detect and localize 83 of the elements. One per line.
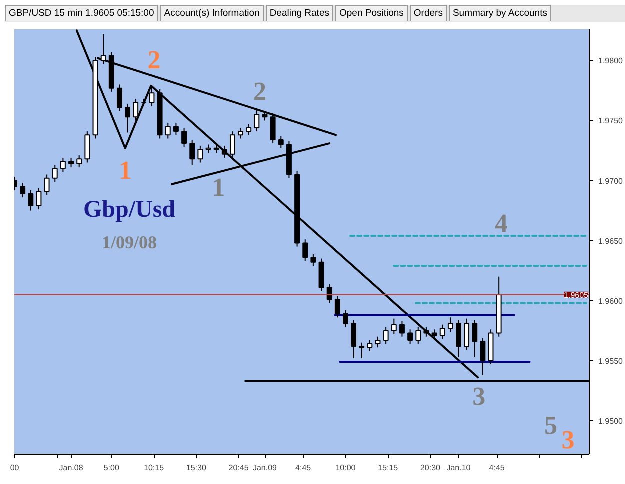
candlestick: [424, 326, 430, 338]
y-tick-label: 1.9600: [598, 296, 624, 306]
candlestick: [133, 98, 139, 122]
candlestick: [400, 320, 405, 338]
annotation: 1: [118, 156, 132, 185]
annotation: 3: [472, 382, 486, 411]
candlestick: [44, 174, 50, 196]
y-tick-label: 1.9800: [598, 56, 624, 66]
annotation: 2: [148, 45, 161, 74]
annotation: 2: [254, 77, 267, 106]
x-tick-label: 15:30: [186, 464, 207, 472]
annotation: 3: [562, 426, 575, 455]
candlestick: [60, 157, 66, 173]
text: Open Positions: [335, 5, 408, 21]
candlestick: [246, 124, 252, 136]
candlestick: [254, 108, 260, 132]
candlestick: [343, 310, 348, 328]
x-tick-label: Jan.10: [446, 464, 472, 472]
candlestick: [464, 318, 470, 351]
text: Dealing Rates: [266, 5, 334, 21]
annotation: 1: [212, 172, 226, 202]
candlestick: [149, 85, 155, 107]
x-tick-label: 10:00: [336, 464, 356, 472]
candlestick: [440, 324, 446, 340]
text: GBP/USD 15 min 1.9605 05:15:00: [5, 5, 158, 21]
candlestick: [165, 122, 171, 140]
candlestick: [383, 326, 389, 345]
text: 1/09/08: [102, 232, 158, 253]
candlestick: [456, 320, 462, 358]
candlestick: [198, 145, 204, 164]
candlestick: [182, 127, 187, 148]
candlestick: [28, 190, 34, 212]
candlestick: [116, 84, 122, 112]
x-tick-label: 5:00: [104, 464, 120, 472]
text: Gbp/Usd: [83, 196, 176, 223]
x-tick-label: 4:45: [296, 464, 312, 472]
candlestick: [302, 239, 308, 262]
candlestick: [36, 187, 42, 210]
candlestick: [416, 326, 422, 345]
candlestick: [326, 284, 332, 304]
y-tick-label: 1.9500: [598, 416, 624, 426]
candlestick: [238, 127, 244, 140]
x-tick-label: 00: [10, 464, 20, 472]
candlestick: [310, 254, 316, 267]
candlestick: [448, 317, 454, 333]
candlestick: [375, 336, 381, 348]
candlestick: [125, 103, 130, 134]
candlestick: [278, 136, 284, 149]
candlestick: [359, 342, 365, 359]
candlestick: [480, 338, 486, 376]
candlestick: [472, 320, 478, 358]
y-tick-label: 1.9550: [598, 356, 624, 366]
x-tick-label: 20:30: [420, 464, 442, 472]
candlestick: [20, 182, 26, 198]
candlestick: [222, 145, 228, 158]
x-tick-label: 4:45: [489, 464, 506, 472]
annotation: 5: [544, 410, 558, 440]
candlestick: [68, 157, 74, 168]
candlestick: [262, 110, 268, 122]
y-tick-label: 1.9750: [598, 116, 624, 126]
candlestick: [334, 296, 340, 318]
candlestick: [408, 329, 414, 345]
candlestick: [391, 318, 397, 335]
x-tick-label: 20:45: [228, 464, 250, 472]
candlestick: [432, 329, 438, 340]
y-tick-label: 1.9700: [598, 176, 624, 186]
annotation: 4: [495, 208, 508, 238]
y-tick-label: 1.9650: [598, 236, 624, 246]
candlestick: [190, 139, 196, 166]
candlestick: [230, 131, 236, 158]
x-tick-label: Jan.09: [252, 464, 278, 472]
candlestick: [76, 155, 82, 168]
text: Orders: [410, 5, 447, 21]
candlestick: [52, 164, 58, 182]
x-tick-label: Jan.08: [59, 464, 84, 472]
candlestick: [367, 340, 373, 352]
x-tick-label: 15:15: [378, 464, 399, 472]
text: Account(s) Information: [160, 5, 264, 21]
candlestick: [173, 122, 179, 136]
candlestick: [351, 320, 357, 359]
ref-line-label: 1.9605: [564, 290, 590, 300]
x-tick-label: 10:15: [144, 464, 165, 472]
text: Summary by Accounts: [448, 5, 552, 21]
